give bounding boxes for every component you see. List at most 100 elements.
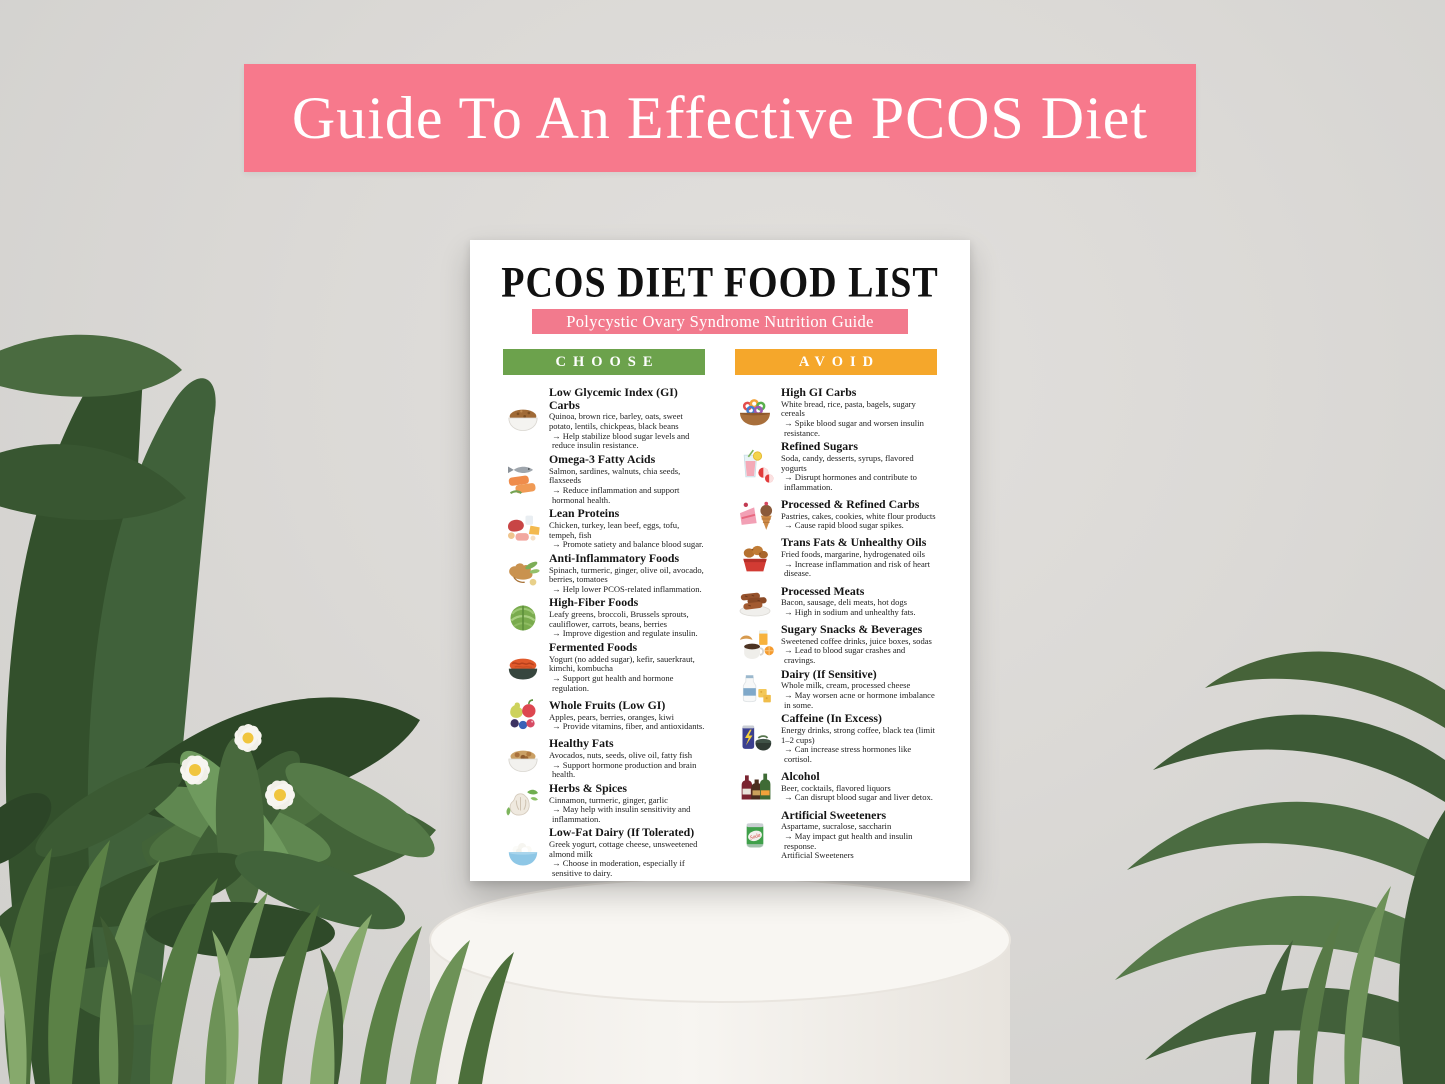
column-headers: CHOOSE AVOID [503,349,937,375]
alcohol-icon [735,767,775,807]
food-item-foods: Bacon, sausage, deli meats, hot dogs [781,597,908,608]
fruits-icon [503,695,543,735]
food-item-foods: Soda, candy, desserts, syrups, flavored … [781,452,914,473]
food-item-foods: Greek yogurt, cottage cheese, unsweetene… [549,839,698,859]
poster-title: PCOS DIET FOOD LIST [501,258,939,307]
food-item-heading: Processed Meats [781,583,865,598]
food-item: Soda Artificial Sweeteners Aspartame, su… [735,807,937,861]
left-plant [0,334,437,1084]
food-item-heading: Lean Proteins [549,506,620,521]
food-item-benefit: → Increase inflammation and risk of hear… [784,558,931,579]
food-item-foods: Yogurt (no added sugar), kefir, sauerkra… [549,653,695,674]
sugary-drink-icon [735,446,775,486]
food-item-heading: Trans Fats & Unhealthy Oils [781,535,927,550]
food-item: High-Fiber Foods Leafy greens, broccoli,… [503,596,705,639]
food-item-benefit: → Help stabilize blood sugar levels and … [552,430,690,451]
food-item-heading: Omega-3 Fatty Acids [549,451,656,466]
garlic-icon [503,783,543,823]
food-item-heading: Herbs & Spices [549,780,627,795]
grain-bowl-icon [503,398,543,438]
food-item-foods: Apples, pears, berries, oranges, kiwi [549,711,675,722]
food-item-heading: Caffeine (In Excess) [781,711,882,726]
food-item: Anti-Inflammatory Foods Spinach, turmeri… [503,552,705,595]
food-item-heading: Alcohol [781,769,820,784]
pedestal [429,877,1011,1084]
food-item-benefit: → Lead to blood sugar crashes and cravin… [784,645,906,666]
food-item-benefit: → Can disrupt blood sugar and liver deto… [784,792,933,803]
food-item: Low-Fat Dairy (If Tolerated) Greek yogur… [503,826,705,878]
food-item-benefit: → Disrupt hormones and contribute to inf… [784,472,917,492]
lean-protein-icon [503,509,543,549]
food-item-benefit: → Support gut health and hormone regulat… [552,673,674,693]
right-plant [1115,651,1445,1084]
food-item-benefit: → High in sodium and unhealthy fats. [784,606,916,617]
kimchi-bowl-icon [503,647,543,687]
food-item: Whole Fruits (Low GI) Apples, pears, ber… [503,695,705,735]
food-item: Fermented Foods Yogurt (no added sugar),… [503,641,705,693]
food-item-heading: Whole Fruits (Low GI) [549,697,666,712]
nuts-bowl-icon [503,739,543,779]
food-item-foods: Quinoa, brown rice, barley, oats, sweet … [549,411,683,432]
food-item-foods: Cinnamon, turmeric, ginger, garlic [549,794,668,805]
food-item-foods: Whole milk, cream, processed cheese [781,680,911,691]
food-item-heading: Refined Sugars [781,439,859,454]
desserts-icon [735,494,775,534]
food-item-foods: Energy drinks, strong coffee, black tea … [781,725,935,745]
page-banner: Guide To An Effective PCOS Diet [244,64,1196,172]
food-item: Trans Fats & Unhealthy Oils Fried foods,… [735,536,937,579]
coffee-snacks-icon [735,624,775,664]
food-item-heading: Healthy Fats [549,736,614,751]
food-item-foods: Leafy greens, broccoli, Brussels sprouts… [549,609,689,629]
food-item-benefit: → Provide vitamins, fiber, and antioxida… [552,721,705,732]
food-item-foods: Fried foods, margarine, hydrogenated oil… [781,549,925,560]
food-item-foods: Avocados, nuts, seeds, olive oil, fatty … [549,750,693,760]
food-item-benefit: → May impact gut health and insulin resp… [784,830,913,851]
food-item-note: Artificial Sweeteners [781,850,854,861]
food-item-benefit: → May help with insulin sensitivity and … [552,804,691,824]
food-item: Alcohol Beer, cocktails, flavored liquor… [735,767,937,807]
cabbage-icon [503,598,543,638]
food-item-heading: Fermented Foods [549,640,638,655]
food-item-heading: Artificial Sweeteners [781,807,887,822]
food-item-heading: High GI Carbs [781,385,857,399]
food-item-benefit: → Can increase stress hormones like cort… [784,744,912,764]
food-item-foods: White bread, rice, pasta, bagels, sugary… [781,398,916,419]
food-item-benefit: → Support hormone production and brain h… [552,759,697,780]
food-item-benefit: → Cause rapid blood sugar spikes. [784,520,904,531]
food-item-benefit: → May worsen acne or hormone imbalance i… [784,690,935,710]
salmon-icon [503,459,543,499]
food-item-heading: Processed & Refined Carbs [781,496,920,511]
food-item-benefit: → Help lower PCOS-related inflammation. [552,583,702,594]
fried-food-icon [735,538,775,578]
food-item-heading: Anti-Inflammatory Foods [549,550,680,565]
column-avoid: High GI Carbs White bread, rice, pasta, … [735,386,937,881]
food-columns: Low Glycemic Index (GI) Carbs Quinoa, br… [503,386,937,881]
bottom-left-plant [0,724,514,1084]
food-item-benefit: → Improve digestion and regulate insulin… [552,628,698,639]
soda-can-icon: Soda [735,815,775,855]
food-item-foods: Pastries, cakes, cookies, white flour pr… [781,510,936,521]
avoid-header: AVOID [735,349,937,375]
poster-body: CHOOSE AVOID Low Glycemic Index (GI) Car… [470,334,970,881]
energy-drink-icon [735,718,775,758]
food-item-foods: Aspartame, sucralose, saccharin [781,821,892,832]
cereal-bowl-icon [735,392,775,432]
food-item-heading: Low Glycemic Index (GI) Carbs [549,385,678,412]
food-item-heading: High-Fiber Foods [549,595,639,610]
food-item: Low Glycemic Index (GI) Carbs Quinoa, br… [503,386,705,451]
poster: PCOS DIET FOOD LIST Polycystic Ovary Syn… [470,240,970,881]
food-item: Caffeine (In Excess) Energy drinks, stro… [735,712,937,764]
food-item: Healthy Fats Avocados, nuts, seeds, oliv… [503,737,705,780]
food-item-benefit: → Promote satiety and balance blood suga… [552,539,704,550]
food-item-foods: Salmon, sardines, walnuts, chia seeds, f… [549,465,681,486]
plumeria-flowers [180,724,295,810]
food-item-benefit: → Choose in moderation, especially if se… [552,858,685,879]
food-item-heading: Low-Fat Dairy (If Tolerated) [549,825,695,840]
svg-text:Soda: Soda [749,832,761,841]
poster-subtitle: Polycystic Ovary Syndrome Nutrition Guid… [532,309,908,334]
dairy-bowl-icon [503,833,543,873]
food-item: High GI Carbs White bread, rice, pasta, … [735,386,937,438]
sausages-icon [735,581,775,621]
food-item: Refined Sugars Soda, candy, desserts, sy… [735,440,937,492]
